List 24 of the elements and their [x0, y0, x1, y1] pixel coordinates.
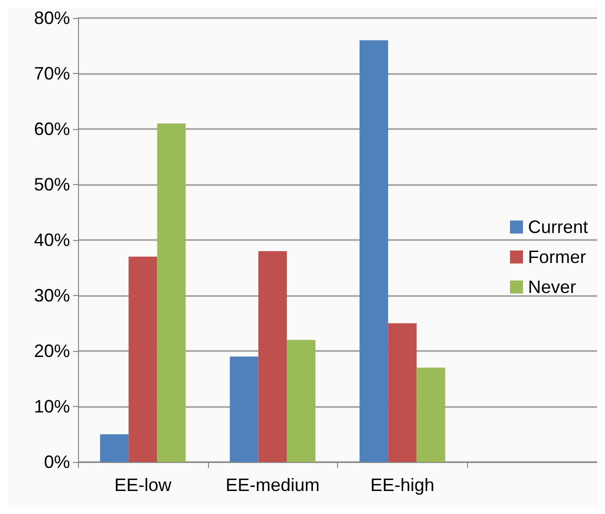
x-tick-label: EE-medium	[226, 475, 320, 495]
bar	[128, 256, 158, 462]
bar	[230, 356, 258, 462]
bar	[416, 368, 446, 462]
x-tick-label: EE-high	[370, 475, 434, 495]
y-tick-label: 60%	[34, 119, 70, 139]
y-tick-label: 50%	[34, 174, 70, 194]
bar	[286, 340, 316, 462]
y-tick-label: 10%	[34, 396, 70, 416]
y-tick-label: 0%	[44, 452, 70, 472]
bar	[258, 251, 287, 462]
x-tick-label: EE-low	[114, 475, 172, 495]
y-tick-label: 40%	[34, 230, 70, 250]
y-tick-label: 70%	[34, 64, 70, 84]
bar	[360, 40, 388, 462]
bar	[100, 434, 129, 462]
y-tick-label: 30%	[34, 286, 70, 306]
legend-label: Current	[528, 217, 588, 237]
y-tick-label: 20%	[34, 341, 70, 361]
bar	[157, 123, 186, 462]
bar	[388, 323, 417, 462]
legend-label: Former	[528, 247, 586, 267]
y-tick-label: 80%	[34, 8, 70, 28]
legend-label: Never	[528, 277, 576, 297]
